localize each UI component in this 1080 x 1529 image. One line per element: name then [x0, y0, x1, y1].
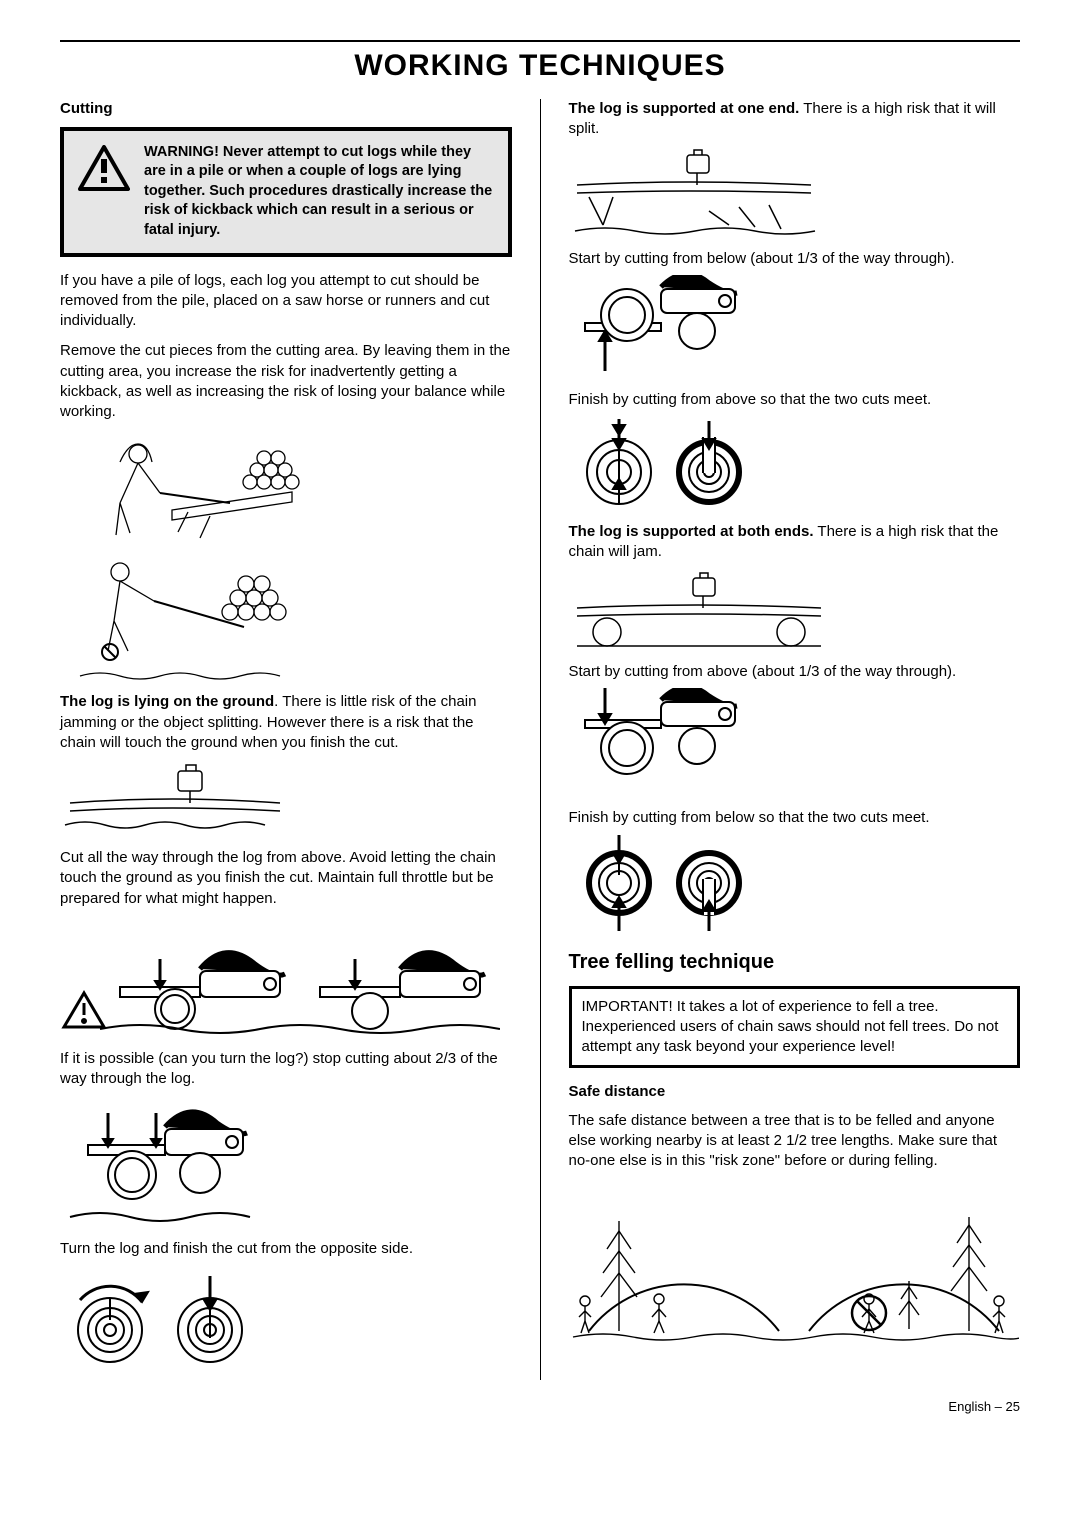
- para-cut-above: Start by cutting from above (about 1/3 o…: [569, 662, 1021, 682]
- illus-cut-below: [569, 275, 1021, 380]
- para-ground: The log is lying on the ground. There is…: [60, 692, 512, 753]
- left-column: Cutting WARNING! Never attempt to cut lo…: [60, 99, 512, 1380]
- para-cut-through: Cut all the way through the log from abo…: [60, 848, 512, 909]
- para-cut-below: Start by cutting from below (about 1/3 o…: [569, 249, 1021, 269]
- para-finish-below: Finish by cutting from below so that the…: [569, 808, 1021, 828]
- safe-distance-para: The safe distance between a tree that is…: [569, 1111, 1021, 1172]
- tree-felling-heading: Tree felling technique: [569, 949, 1021, 976]
- cutting-heading: Cutting: [60, 99, 512, 119]
- para-both-ends: The log is supported at both ends. There…: [569, 522, 1021, 563]
- column-divider: [540, 99, 541, 1380]
- illus-one-end-support: [569, 149, 1021, 239]
- illus-cuts-meet-b: [569, 835, 1021, 935]
- para-one-end: The log is supported at one end. There i…: [569, 99, 1021, 140]
- para-two-thirds: If it is possible (can you turn the log?…: [60, 1049, 512, 1090]
- illus-turn-log: [60, 1270, 512, 1370]
- para-ground-bold: The log is lying on the ground: [60, 693, 274, 710]
- warning-icon: [78, 143, 130, 241]
- illus-cuts-meet-a: [569, 417, 1021, 512]
- illus-saw-two-thirds: [60, 1099, 512, 1229]
- para-remove: Remove the cut pieces from the cutting a…: [60, 341, 512, 422]
- illus-both-ends: [569, 572, 1021, 652]
- warning-text: WARNING! Never attempt to cut logs while…: [144, 143, 494, 241]
- page-footer: English – 25: [60, 1398, 1020, 1416]
- para-finish-above: Finish by cutting from above so that the…: [569, 390, 1021, 410]
- top-rule: [60, 40, 1020, 42]
- two-column-layout: Cutting WARNING! Never attempt to cut lo…: [60, 99, 1020, 1380]
- para-pile: If you have a pile of logs, each log you…: [60, 271, 512, 332]
- important-text: IMPORTANT! It takes a lot of experience …: [582, 998, 999, 1056]
- page-title: WORKING TECHNIQUES: [60, 46, 1020, 87]
- illus-cut-above: [569, 688, 1021, 798]
- right-column: The log is supported at one end. There i…: [569, 99, 1021, 1380]
- illus-two-saws: [60, 919, 512, 1039]
- footer-page: 25: [1006, 1399, 1020, 1414]
- para-one-end-bold: The log is supported at one end.: [569, 100, 800, 117]
- illus-log-ground: [60, 763, 512, 838]
- warning-box: WARNING! Never attempt to cut logs while…: [60, 127, 512, 257]
- para-turn-log: Turn the log and finish the cut from the…: [60, 1239, 512, 1259]
- illus-safe-distance: [569, 1181, 1021, 1351]
- footer-lang: English: [948, 1399, 991, 1414]
- safe-distance-heading: Safe distance: [569, 1082, 1021, 1102]
- para-both-ends-bold: The log is supported at both ends.: [569, 523, 814, 540]
- illus-pile-operators: [60, 432, 512, 682]
- important-box: IMPORTANT! It takes a lot of experience …: [569, 986, 1021, 1069]
